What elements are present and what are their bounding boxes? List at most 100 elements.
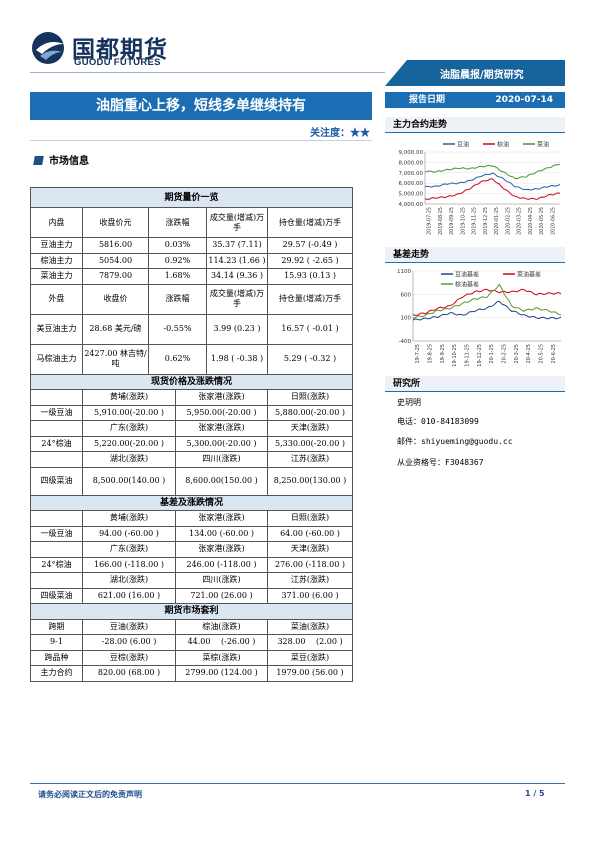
table-cell: 跨品种 [30, 649, 83, 666]
table-row: 美豆油主力 28.68 美元/磅 -0.55% 3.99 (0.23 ) 16.… [30, 313, 354, 345]
basis-chart: 1100 600 100 -400 19-7-25 19-8-25 19-9-25 19-10… [385, 265, 565, 373]
futures-head-cell: 涨跌幅 [148, 207, 207, 238]
table-cell: 江苏(涨跌) [266, 451, 354, 468]
table-cell: 721.00 (26.00 ) [175, 587, 268, 604]
table-row: 广东(涨跌) 张家港(涨跌) 天津(涨跌) [30, 420, 354, 437]
table-cell: 菜棕(涨跌) [175, 649, 268, 666]
table-cell: 16.57 ( -0.01 ) [266, 313, 354, 345]
table-row: 菜油主力 7879.00 1.68% 34.14 (9.36 ) 15.93 (… [30, 268, 354, 285]
y-tick-label: 100 [401, 316, 412, 322]
table-cell: 主力合约 [30, 665, 83, 682]
y-tick-label: 9,000.00 [399, 150, 424, 156]
table-cell: 28.68 美元/磅 [82, 313, 149, 345]
table-cell: 1.68% [148, 268, 207, 285]
table-cell: 湖北(涨跌) [82, 572, 176, 589]
table-row: 湖北(涨跌) 四川(涨跌) 江苏(涨跌) [30, 572, 354, 589]
table-cell [30, 572, 83, 589]
analyst-cert: 从业资格号：F3048367 [397, 458, 484, 467]
table-row: 马棕油主力 2427.00 林吉特/吨 0.62% 1.98 ( -0.38 )… [30, 343, 354, 375]
table-cell [30, 451, 83, 468]
analyst-email: 邮件：shiyueming@guodu.cc [397, 437, 513, 446]
table-cell: 豆油(涨跌) [82, 618, 176, 635]
futures-head-cell: 收盘价元 [82, 207, 149, 238]
table-cell: -28.00 (6.00 ) [82, 634, 176, 651]
table-cell: 张家港(涨跌) [175, 389, 268, 406]
table-cell: 豆油主力 [30, 237, 83, 254]
x-tick-label: 2020-04-25 [528, 207, 534, 235]
series-line [412, 300, 562, 321]
table-cell: 菜豆(涨跌) [266, 649, 354, 666]
table-cell [30, 389, 83, 406]
x-tick-label: 2020-02-25 [505, 207, 511, 235]
x-tick-label: 2019-07-25 [427, 207, 433, 235]
table-cell: 24°棕油 [30, 556, 83, 573]
x-tick-label: 20-3-25 [514, 344, 520, 364]
table-row: 24°棕油 166.00 (-118.00 ) 246.00 (-118.00 … [30, 556, 354, 573]
analyst-name: 史玥明 [397, 398, 421, 407]
report-date-label: 报告日期 [409, 95, 446, 105]
attention-label: 关注度： [310, 128, 350, 139]
futures-head-cell: 持仓量(增减)万手 [266, 207, 354, 238]
futures-section-title: 期货量价一览 [29, 187, 354, 208]
ext-head-cell: 外盘 [30, 283, 83, 315]
table-row: 黄埔(涨跌) 张家港(涨跌) 日照(涨跌) [30, 510, 354, 527]
table-row: 跨期 豆油(涨跌) 棕油(涨跌) 菜油(涨跌) [30, 618, 354, 635]
x-tick-label: 2019-09-25 [449, 207, 455, 235]
table-cell: 35.37 (7.11) [206, 237, 268, 254]
x-tick-label: 19-9-25 [440, 344, 446, 364]
table-cell [30, 541, 83, 558]
table-cell: 8,250.00(130.00 ) [266, 466, 354, 496]
table-cell: 5,880.00(-20.00 ) [266, 404, 354, 421]
y-tick-label: 6,000.00 [399, 181, 424, 187]
table-cell: 820.00 (68.00 ) [82, 665, 176, 682]
table-cell: 日照(涨跌) [266, 510, 354, 527]
table-cell: 一级豆油 [30, 404, 83, 421]
table-cell: 5,950.00(-20.00 ) [175, 404, 268, 421]
table-cell: 9-1 [30, 634, 83, 651]
table-cell: 5,300.00(-20.00 ) [175, 435, 268, 452]
x-tick-label: 19-10-25 [452, 344, 458, 367]
table-cell: 张家港(涨跌) [175, 420, 268, 437]
trend-chart: 9,000.00 8,000.00 7,000.00 6,000.00 5,000.00… [385, 136, 565, 242]
y-tick-label: -400 [399, 339, 412, 345]
table-cell: 29.92 ( -2.65 ) [266, 252, 354, 269]
market-data-table: 期货量价一览 内盘 收盘价元 涨跌幅 成交量(增减)万手 持仓量(增减)万手 豆… [29, 187, 354, 682]
table-row: 主力合约 820.00 (68.00 ) 2799.00 (124.00 ) 1… [30, 665, 354, 682]
x-tick-label: 2019-12-25 [483, 207, 489, 235]
table-cell: 跨期 [30, 618, 83, 635]
table-cell: 四级菜油 [30, 587, 83, 604]
x-tick-label: 2020-01-25 [494, 207, 500, 235]
table-cell: 114.23 (1.66 ) [206, 252, 268, 269]
footer-disclaimer: 请务必阅读正文后的免责声明 [38, 789, 142, 799]
x-tick-label: 20-4-25 [526, 344, 532, 364]
table-cell: 0.03% [148, 237, 207, 254]
section-market-label: 市场信息 [49, 156, 89, 167]
y-tick-label: 4,000.00 [399, 202, 424, 208]
table-cell: 湖北(涨跌) [82, 451, 176, 468]
table-cell [30, 420, 83, 437]
section-market-info: 市场信息 [33, 152, 89, 167]
table-row: 黄埔(涨跌) 张家港(涨跌) 日照(涨跌) [30, 389, 354, 406]
attention-level: 关注度：★★ [250, 124, 370, 139]
title-divider [30, 140, 372, 141]
trend-chart-svg: 9,000.00 8,000.00 7,000.00 6,000.00 5,000.00… [399, 141, 561, 235]
series-line [424, 172, 561, 191]
table-cell: 棕油(涨跌) [175, 618, 268, 635]
x-tick-label: 2019-08-25 [438, 207, 444, 235]
table-cell: 0.62% [148, 343, 207, 375]
table-cell: 64.00 (-60.00 ) [266, 525, 354, 542]
futures-head-cell: 内盘 [30, 207, 83, 238]
attention-stars: ★★ [350, 128, 370, 139]
ext-head-cell: 收盘价 [82, 283, 149, 315]
table-cell: 2799.00 (124.00 ) [175, 665, 268, 682]
report-date-value: 2020-07-14 [495, 95, 553, 105]
table-row: 四级菜油 8,500.00(140.00 ) 8,600.00(150.00 )… [30, 466, 354, 496]
table-cell: 5816.00 [82, 237, 149, 254]
x-tick-label: 2020-05-25 [539, 207, 545, 235]
report-category-tag: 油脂晨报/期货研究 [385, 60, 565, 86]
series-line [424, 178, 561, 200]
x-tick-label: 19-8-25 [428, 344, 434, 364]
table-cell: 5,330.00(-20.00 ) [266, 435, 354, 452]
table-cell: 29.57 (-0.49 ) [266, 237, 354, 254]
table-cell: 7879.00 [82, 268, 149, 285]
